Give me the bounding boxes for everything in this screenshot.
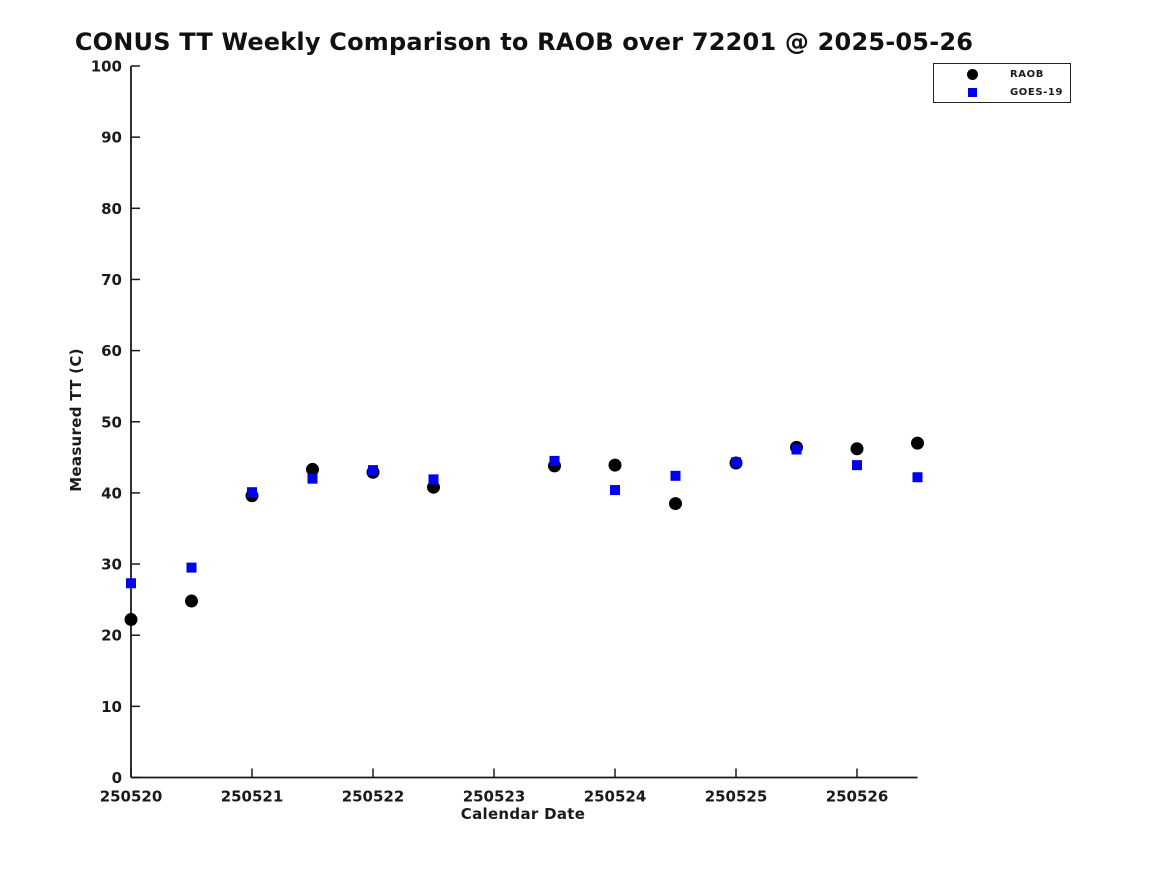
y-tick-label: 10 — [101, 698, 122, 716]
legend-row-goes-19: GOES-19 — [934, 84, 1070, 100]
goes-19-square-icon — [967, 87, 977, 97]
data-point-raob — [669, 497, 682, 511]
data-point-raob — [306, 462, 319, 476]
data-point-raob — [124, 613, 138, 627]
chart-title: CONUS TT Weekly Comparison to RAOB over … — [74, 28, 974, 56]
legend: RAOB GOES-19 — [933, 63, 1071, 103]
data-point-goes-19 — [852, 460, 862, 471]
data-point-goes-19 — [247, 487, 257, 498]
legend-label-goes-19: GOES-19 — [1010, 86, 1064, 98]
data-point-raob — [911, 436, 924, 450]
data-point-goes-19 — [368, 465, 378, 476]
legend-label-raob: RAOB — [1010, 68, 1044, 80]
y-tick-label: 80 — [101, 200, 122, 218]
data-point-goes-19 — [126, 578, 136, 589]
y-tick-label: 30 — [101, 556, 122, 574]
raob-circle-icon — [966, 68, 978, 80]
x-axis-title: Calendar Date — [460, 805, 586, 823]
x-tick-label: 250525 — [705, 788, 768, 806]
goes-19-marker-cell — [934, 87, 1010, 97]
data-point-goes-19 — [610, 485, 620, 496]
data-point-raob — [608, 458, 622, 472]
x-tick-label: 250523 — [463, 788, 526, 806]
x-tick-label: 250520 — [100, 788, 163, 806]
x-tick-label: 250524 — [584, 788, 647, 806]
y-tick-label: 60 — [101, 342, 122, 360]
data-point-raob — [850, 442, 864, 456]
legend-row-raob: RAOB — [934, 66, 1070, 82]
data-point-raob — [185, 594, 198, 608]
data-point-goes-19 — [791, 444, 802, 455]
y-tick-label: 70 — [101, 271, 122, 289]
data-point-goes-19 — [670, 470, 681, 481]
y-tick-label: 50 — [101, 413, 122, 431]
data-point-goes-19 — [186, 562, 197, 573]
data-point-goes-19 — [307, 473, 318, 484]
y-tick-label: 40 — [101, 484, 122, 502]
x-tick-label: 250521 — [221, 788, 284, 806]
y-tick-label: 0 — [112, 769, 122, 787]
data-point-goes-19 — [428, 474, 439, 485]
x-tick-label: 250522 — [342, 788, 405, 806]
raob-marker-cell — [934, 68, 1010, 80]
data-point-goes-19 — [731, 457, 741, 468]
y-tick-label: 100 — [91, 58, 122, 76]
x-tick-label: 250526 — [826, 788, 889, 806]
data-point-goes-19 — [912, 472, 923, 483]
y-tick-label: 20 — [101, 627, 122, 645]
data-point-goes-19 — [549, 455, 560, 466]
y-tick-label: 90 — [101, 129, 122, 147]
